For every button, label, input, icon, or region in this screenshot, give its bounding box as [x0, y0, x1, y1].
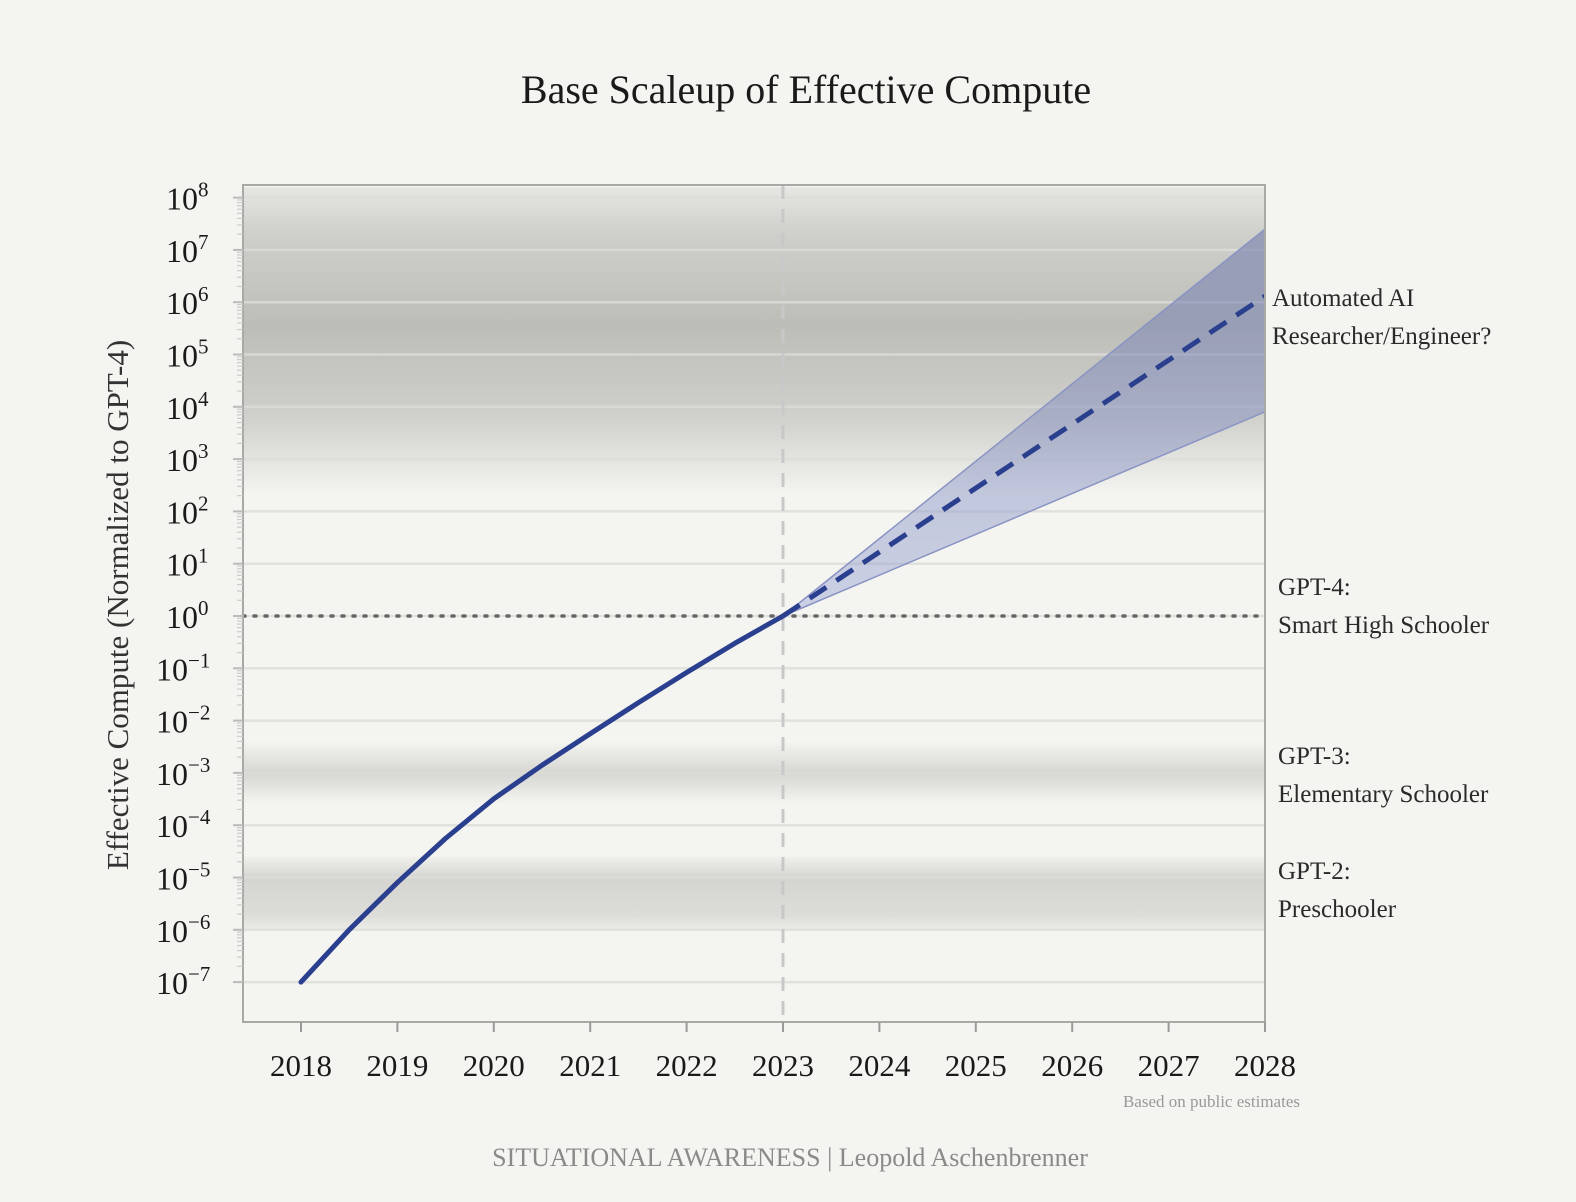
- annotation-label: Automated AI: [1272, 285, 1414, 312]
- y-tick-label: 108: [166, 178, 209, 217]
- x-tick-label: 2020: [463, 1048, 525, 1083]
- chart-title: Base Scaleup of Effective Compute: [521, 67, 1091, 112]
- y-tick-label: 101: [166, 544, 209, 583]
- annotation-label: Preschooler: [1278, 896, 1397, 923]
- x-tick-label: 2025: [945, 1048, 1007, 1083]
- projection-line: [781, 294, 1265, 619]
- y-tick-label: 106: [166, 282, 209, 321]
- annotation-label: Smart High Schooler: [1278, 612, 1490, 639]
- plot-frame: [242, 184, 1266, 1023]
- source-note: Based on public estimates: [1123, 1092, 1300, 1111]
- annotation-label: GPT-4:: [1278, 574, 1351, 601]
- y-tick-label: 100: [166, 596, 209, 635]
- y-tick-label: 10−6: [156, 910, 210, 949]
- shaded-band: [243, 856, 1265, 930]
- y-tick-label: 104: [166, 387, 209, 426]
- y-tick-label: 107: [166, 230, 209, 269]
- y-tick-label: 103: [166, 439, 209, 478]
- y-tick-label: 10−4: [156, 805, 211, 844]
- x-tick-label: 2028: [1234, 1048, 1296, 1083]
- x-tick-label: 2021: [559, 1048, 621, 1083]
- projection-uncertainty-band: [782, 228, 1265, 617]
- x-tick-label: 2023: [752, 1048, 814, 1083]
- y-tick-label: 10−1: [156, 648, 210, 687]
- y-tick-label: 10−7: [156, 962, 210, 1001]
- annotation-label: GPT-3:: [1278, 743, 1351, 770]
- y-tick-label: 10−5: [156, 858, 210, 897]
- y-tick-label: 102: [166, 491, 209, 530]
- y-tick-label: 105: [166, 335, 209, 374]
- x-tick-label: 2022: [656, 1048, 718, 1083]
- x-tick-label: 2018: [270, 1048, 332, 1083]
- footer: SITUATIONAL AWARENESS | Leopold Aschenbr…: [492, 1143, 1088, 1172]
- annotation-label: Researcher/Engineer?: [1272, 323, 1491, 350]
- x-tick-label: 2026: [1041, 1048, 1103, 1083]
- annotation-label: GPT-2:: [1278, 858, 1351, 885]
- y-tick-label: 10−3: [156, 753, 210, 792]
- annotation-label: Elementary Schooler: [1278, 781, 1489, 808]
- y-axis-label: Effective Compute (Normalized to GPT-4): [100, 340, 135, 870]
- x-tick-label: 2019: [366, 1048, 428, 1083]
- x-tick-label: 2024: [848, 1048, 911, 1083]
- x-tick-label: 2027: [1138, 1048, 1200, 1083]
- y-tick-label: 10−2: [156, 701, 210, 740]
